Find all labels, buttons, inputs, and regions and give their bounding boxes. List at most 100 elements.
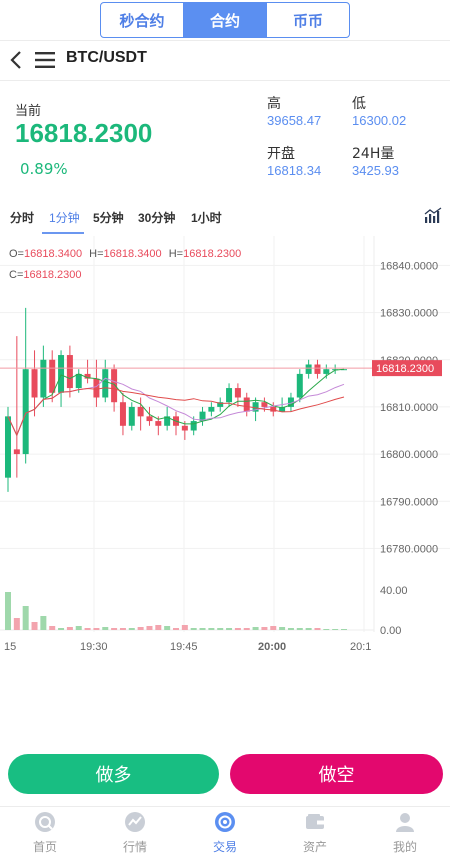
interval-tabs: 分时 1分钟 5分钟 30分钟 1小时 [0,205,450,234]
close-label: C= [9,269,24,281]
volume-tick-label: 40.00 [380,585,408,597]
volume-24h-label: 24H量 [352,146,395,162]
interval-30min[interactable]: 30分钟 [138,211,176,225]
nav-profile-label: 我的 [392,840,417,854]
volume-bar [341,629,347,630]
nav-home[interactable]: 首页 [0,807,90,861]
nav-trade[interactable]: 交易 [180,807,270,861]
candle-body [217,402,224,407]
volume-tick-label: 0.00 [380,625,401,637]
candle-body [243,397,250,412]
x-tick-label: 20:00 [258,641,286,653]
volume-bar [208,628,215,630]
moving-average-line [7,368,345,437]
user-icon [396,813,414,832]
high-label: 高 [267,96,281,112]
volume-bar [323,629,330,630]
candle-body [190,421,197,431]
short-button[interactable]: 做空 [230,754,443,794]
interval-5min[interactable]: 5分钟 [93,211,124,225]
x-tick-label: 19:30 [80,641,108,653]
y-tick-label: 16810.0000 [380,402,438,414]
volume-bar [243,628,250,630]
nav-assets[interactable]: 资产 [270,807,360,861]
kline-svg[interactable]: 16840.000016830.000016820.000016810.0000… [0,236,450,660]
back-arrow-icon[interactable] [8,50,24,70]
volume-bar [22,606,29,630]
interval-1hour[interactable]: 1小时 [191,211,222,225]
long-button[interactable]: 做多 [8,754,219,794]
volume-bar [173,628,179,630]
current-price-tag-text: 16818.2300 [376,363,434,375]
candle-body [261,402,268,407]
kline-chart[interactable]: 16840.000016830.000016820.000016810.0000… [0,236,450,660]
candle-body [199,411,206,422]
candle-body [111,369,118,403]
high2-readout: 16818.2300 [183,248,242,260]
volume-bar [287,628,294,630]
indicator-chart-icon[interactable] [424,207,442,223]
tab-contract[interactable]: 合约 [184,3,267,37]
candle-body [13,449,20,455]
candle-body [40,359,47,398]
volume-bar [58,628,65,630]
candle-body [155,421,162,426]
nav-market[interactable]: 行情 [90,807,180,861]
volume-bar [31,622,38,630]
current-price-tag [372,360,442,377]
volume-bar [314,628,321,630]
volume-bar [66,627,73,630]
low-label: 低 [352,96,366,112]
volume-bar [40,616,47,630]
volume-bar [261,627,268,630]
active-interval-underline [42,232,84,234]
high-value: 39658.47 [267,113,322,128]
open-label: O= [9,248,24,260]
candle-body [102,369,109,398]
tab-spot[interactable]: 币币 [292,11,323,30]
tab-second-contract[interactable]: 秒合约 [101,3,184,37]
candle-body [31,369,38,398]
candle-body [279,406,286,412]
close-readout: 16818.2300 [23,269,82,281]
nav-profile[interactable]: 我的 [360,807,450,861]
candle-body [305,364,312,374]
price-change-percent: 0.89% [20,160,68,178]
candle-body [146,416,153,422]
high-label: H= [89,248,104,260]
volume-bar [146,626,153,630]
candle-body [234,388,241,398]
volume-bar [296,628,303,630]
divider [0,80,450,81]
current-price-label: 当前 [15,104,42,119]
volume-bar [111,628,118,630]
interval-timeshare[interactable]: 分时 [10,211,35,225]
trading-pair-title[interactable]: BTC/USDT [66,49,147,66]
volume-bar [226,628,233,630]
interval-1min[interactable]: 1分钟 [49,211,80,225]
volume-bar [119,628,126,630]
candle-body [164,416,171,426]
volume-bar [49,626,56,630]
volume-bar [234,628,241,630]
volume-bar [181,625,188,630]
divider [0,40,450,41]
nav-assets-label: 资产 [302,840,327,854]
candle-body [296,373,303,398]
high-readout: 16818.3400 [103,248,162,260]
volume-bar [252,627,259,630]
candle-body [208,406,215,412]
bottom-nav: 首页 行情 交易 资产 我的 [0,806,450,861]
candle-body [5,416,11,478]
y-tick-label: 16780.0000 [380,543,438,555]
candle-body [226,388,233,403]
moving-average-line [7,387,345,437]
menu-icon[interactable] [35,51,55,69]
candle-body [49,359,56,393]
high2-label: H= [168,248,184,260]
trade-icon [215,812,235,832]
volume-24h-value: 3425.93 [352,163,399,178]
contract-type-tabs: 秒合约 合约 币币 [100,2,350,38]
pair-header: BTC/USDT [0,40,450,80]
volume-bar [270,626,277,630]
